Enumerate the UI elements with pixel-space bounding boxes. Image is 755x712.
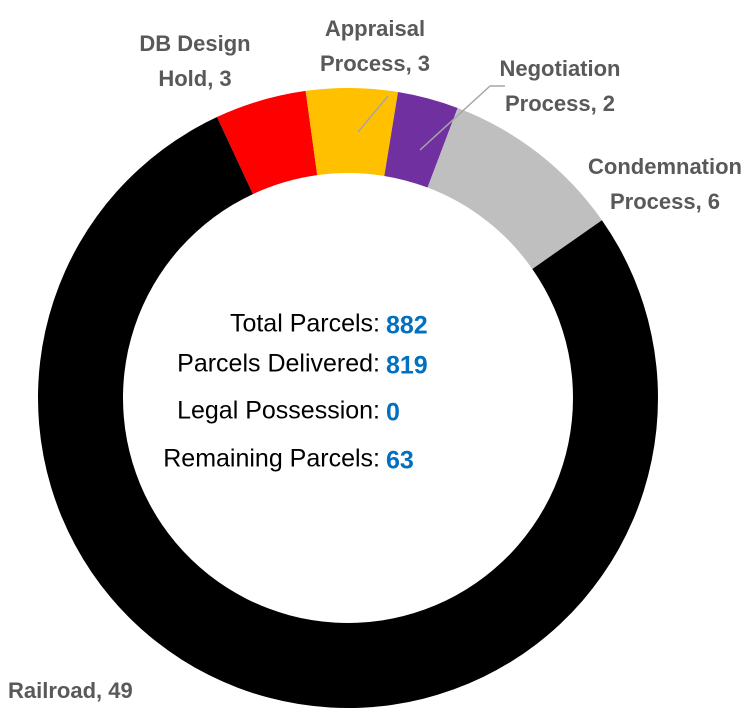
- donut-slice: [427, 108, 602, 269]
- slice-label: Negotiation Process, 2: [500, 56, 621, 116]
- donut-slice: [305, 87, 399, 176]
- stat-label: Total Parcels:: [230, 310, 380, 338]
- stat-value: 819: [386, 352, 428, 380]
- leader-line: [357, 95, 389, 133]
- leader-line: [419, 85, 491, 151]
- slice-label: Condemnation Process, 6: [588, 154, 742, 214]
- slice-label: Appraisal Process, 3: [320, 16, 430, 76]
- stat-value: 63: [386, 447, 414, 475]
- stat-value: 882: [386, 312, 428, 340]
- stat-label: Legal Possession:: [177, 397, 380, 425]
- donut-slice: [384, 92, 458, 188]
- stat-label: Parcels Delivered:: [177, 350, 380, 378]
- slice-label: Railroad, 49: [8, 678, 133, 703]
- stat-label: Remaining Parcels:: [163, 445, 380, 473]
- donut-slice: [216, 90, 318, 195]
- stat-value: 0: [386, 399, 400, 427]
- slice-label: DB Design Hold, 3: [139, 31, 250, 91]
- donut: [37, 87, 658, 709]
